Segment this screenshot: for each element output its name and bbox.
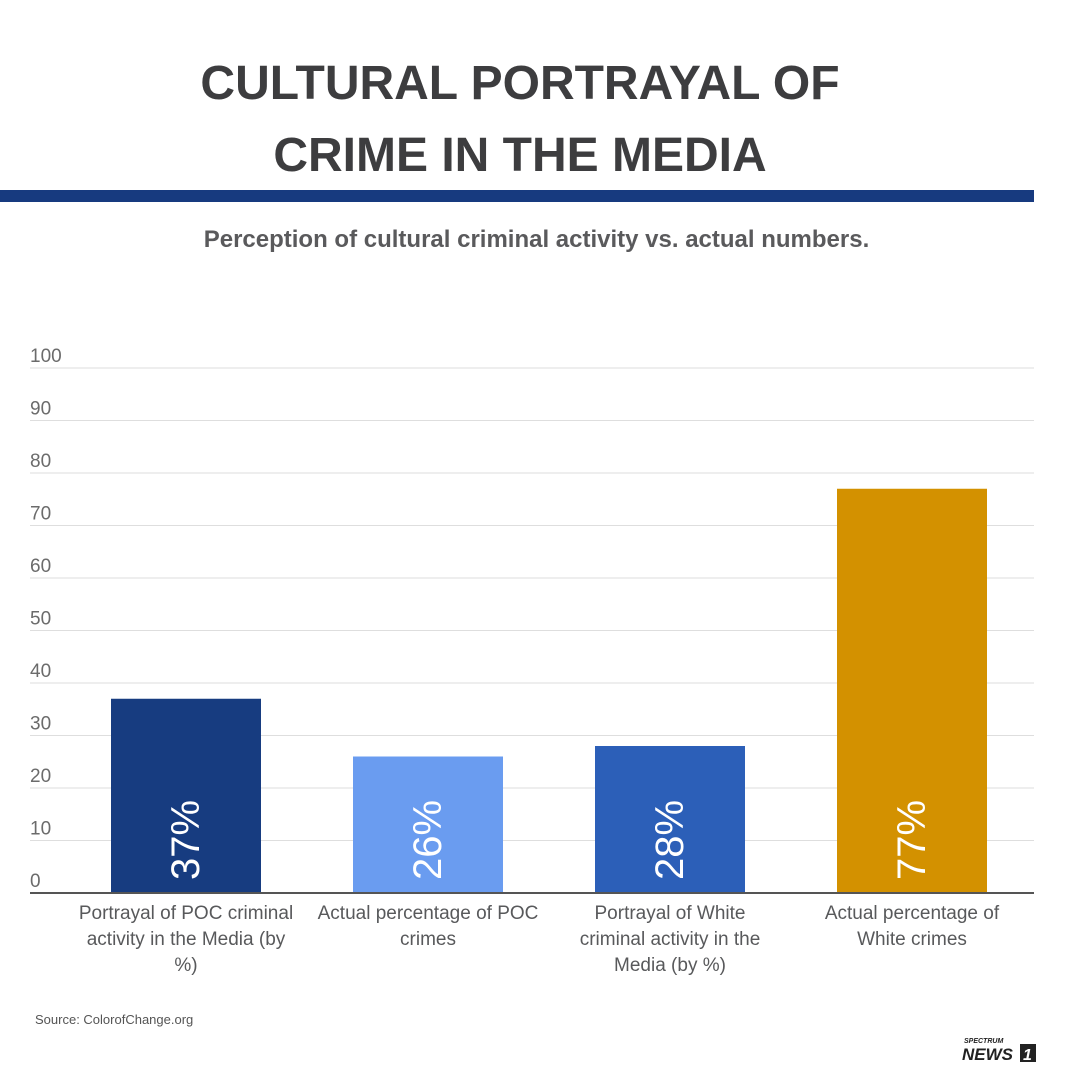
bars xyxy=(111,488,987,893)
x-category-label: Actual percentage of POC crimes xyxy=(318,903,539,950)
chart-title: CULTURAL PORTRAYAL OF CRIME IN THE MEDIA xyxy=(0,48,1040,192)
x-category-label-line: Actual percentage of POC xyxy=(318,903,539,924)
title-line-2: CRIME IN THE MEDIA xyxy=(273,129,767,182)
bar xyxy=(353,756,503,893)
x-category-label-line: Actual percentage of xyxy=(825,903,1000,924)
y-tick-label: 0 xyxy=(30,871,41,892)
y-tick-label: 40 xyxy=(30,661,51,682)
x-category-label-line: activity in the Media (by xyxy=(87,929,286,950)
spectrum-news-logo: SPECTRUM NEWS 1 xyxy=(962,1038,1036,1064)
logo-number: 1 xyxy=(1023,1047,1032,1064)
y-axis-ticks: 0 10 20 30 40 50 60 70 80 90 100 xyxy=(30,346,62,892)
bar-data-label: 28% xyxy=(648,800,692,880)
logo-top-text: SPECTRUM xyxy=(964,1038,1003,1045)
bar xyxy=(595,746,745,893)
title-divider xyxy=(0,190,1034,202)
bar xyxy=(111,698,261,893)
x-category-label-line: Portrayal of White xyxy=(595,903,746,924)
y-tick-label: 80 xyxy=(30,451,51,472)
y-tick-label: 50 xyxy=(30,609,51,630)
x-axis-categories: Portrayal of POC criminal activity in the… xyxy=(79,903,1000,976)
x-category-label: Portrayal of POC criminal activity in the… xyxy=(79,903,293,976)
x-category-label-line: Media (by %) xyxy=(614,955,726,976)
bar-data-label: 26% xyxy=(406,800,450,880)
x-category-label: Portrayal of White criminal activity in t… xyxy=(580,903,761,976)
bar-chart: 0 10 20 30 40 50 60 70 80 90 100 37% 26% 28% 77% Port… xyxy=(30,346,1034,976)
x-category-label-line: White crimes xyxy=(857,929,967,950)
bar-data-label: 77% xyxy=(890,800,934,880)
x-category-label-line: criminal activity in the xyxy=(580,929,761,950)
y-tick-label: 70 xyxy=(30,504,51,525)
y-tick-label: 30 xyxy=(30,714,51,735)
bar xyxy=(837,488,987,893)
x-category-label: Actual percentage of White crimes xyxy=(825,903,1000,950)
title-line-1: CULTURAL PORTRAYAL OF xyxy=(200,57,840,110)
y-tick-label: 60 xyxy=(30,556,51,577)
y-tick-label: 20 xyxy=(30,766,51,787)
bar-data-labels: 37% 26% 28% 77% xyxy=(164,800,934,880)
y-tick-label: 90 xyxy=(30,399,51,420)
bar-data-label: 37% xyxy=(164,800,208,880)
x-category-label-line: %) xyxy=(174,955,197,976)
logo-main-text: NEWS xyxy=(962,1045,1014,1064)
y-tick-label: 100 xyxy=(30,346,62,367)
y-tick-label: 10 xyxy=(30,819,51,840)
chart-subtitle: Perception of cultural criminal activity… xyxy=(203,226,870,253)
logo-number-box xyxy=(1020,1044,1036,1062)
source-note: Source: ColorofChange.org xyxy=(35,1012,194,1027)
x-category-label-line: Portrayal of POC criminal xyxy=(79,903,293,924)
x-category-label-line: crimes xyxy=(400,929,456,950)
